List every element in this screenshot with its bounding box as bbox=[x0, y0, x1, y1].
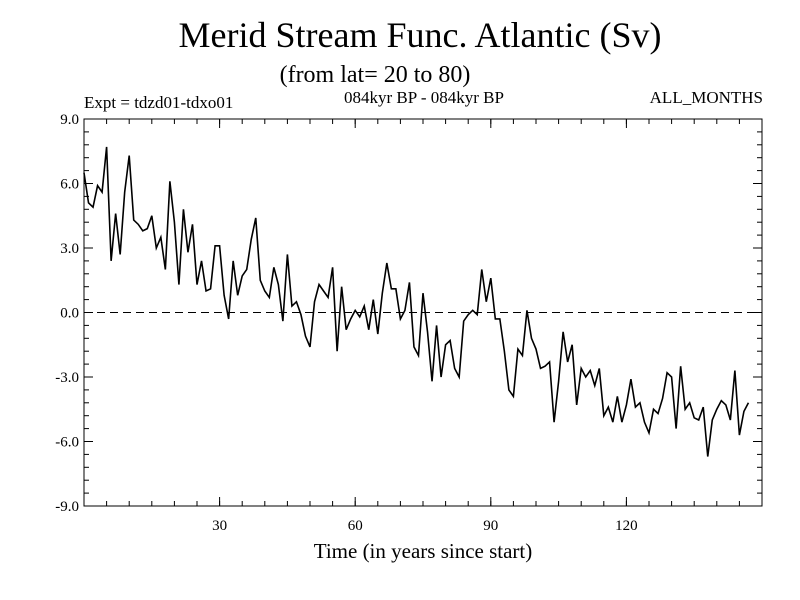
tick-labels: 9.0 6.0 3.0 0.0 -3.0 -6.0 -9.0 30 60 90 120 bbox=[55, 112, 637, 534]
y-tick-label: 3.0 bbox=[60, 241, 79, 257]
chart-title: Merid Stream Func. Atlantic (Sv) bbox=[179, 15, 662, 55]
x-tick-label: 60 bbox=[348, 518, 363, 534]
period-label: 084kyr BP - 084kyr BP bbox=[344, 88, 504, 107]
y-tick-label: -6.0 bbox=[55, 435, 79, 451]
months-label: ALL_MONTHS bbox=[650, 88, 763, 107]
y-tick-label: 0.0 bbox=[60, 306, 79, 322]
x-axis-label: Time (in years since start) bbox=[314, 539, 533, 563]
x-tick-label: 30 bbox=[212, 518, 227, 534]
y-tick-label: 6.0 bbox=[60, 177, 79, 193]
chart-subtitle: (from lat= 20 to 80) bbox=[280, 62, 471, 88]
y-tick-label: -3.0 bbox=[55, 370, 79, 386]
y-tick-label: 9.0 bbox=[60, 112, 79, 128]
x-tick-label: 120 bbox=[615, 518, 638, 534]
expt-label: Expt = tdzd01-tdxo01 bbox=[84, 93, 233, 112]
series-line bbox=[83, 146, 750, 457]
y-tick-label: -9.0 bbox=[55, 499, 79, 515]
series-layer bbox=[83, 146, 750, 457]
axis-ticks bbox=[84, 118, 762, 507]
x-tick-label: 90 bbox=[483, 518, 498, 534]
